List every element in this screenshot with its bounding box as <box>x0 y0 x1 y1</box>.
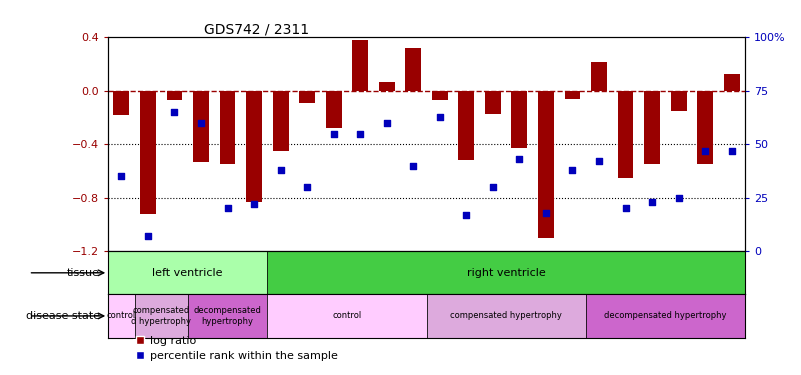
Point <box>354 130 367 136</box>
Text: disease state: disease state <box>26 311 100 321</box>
Bar <box>219 91 235 164</box>
Point <box>380 120 393 126</box>
Point <box>300 184 313 190</box>
Text: right ventricle: right ventricle <box>467 268 545 278</box>
Bar <box>140 91 156 214</box>
Text: left ventricle: left ventricle <box>152 268 223 278</box>
Bar <box>272 91 288 151</box>
Point <box>115 173 128 179</box>
Bar <box>591 62 607 91</box>
Bar <box>565 91 581 99</box>
Bar <box>326 91 342 128</box>
Text: decompensated
hypertrophy: decompensated hypertrophy <box>194 306 261 326</box>
Point <box>248 201 260 207</box>
Point <box>593 159 606 165</box>
Bar <box>268 251 745 294</box>
Point <box>698 148 711 154</box>
Text: compensated hypertrophy: compensated hypertrophy <box>450 311 562 320</box>
Text: control: control <box>332 311 361 320</box>
Legend: log ratio, percentile rank within the sample: log ratio, percentile rank within the sa… <box>130 331 342 366</box>
Point <box>142 233 155 239</box>
Bar <box>670 91 686 111</box>
Bar <box>511 91 527 148</box>
Bar <box>723 74 739 91</box>
Bar <box>379 82 395 91</box>
Point <box>513 156 525 162</box>
Bar <box>167 91 183 100</box>
Text: GDS742 / 2311: GDS742 / 2311 <box>203 22 308 36</box>
Bar <box>135 294 187 338</box>
Point <box>566 167 579 173</box>
Bar <box>485 91 501 114</box>
Bar <box>352 40 368 91</box>
Bar <box>458 91 474 160</box>
Point <box>672 195 685 201</box>
Point <box>433 114 446 120</box>
Bar <box>114 91 130 115</box>
Point <box>725 148 738 154</box>
Point <box>486 184 499 190</box>
Text: control: control <box>107 311 136 320</box>
Bar <box>405 48 421 91</box>
Bar <box>108 294 135 338</box>
Bar <box>426 294 586 338</box>
Point <box>195 120 207 126</box>
Point <box>460 212 473 218</box>
Bar <box>108 251 268 294</box>
Point <box>646 199 658 205</box>
Text: tissue: tissue <box>67 268 100 278</box>
Bar <box>586 294 745 338</box>
Bar <box>618 91 634 178</box>
Bar <box>268 294 427 338</box>
Bar <box>644 91 660 164</box>
Bar <box>432 91 448 100</box>
Point <box>221 206 234 212</box>
Point <box>274 167 287 173</box>
Point <box>540 210 553 216</box>
Bar <box>697 91 713 164</box>
Point <box>619 206 632 212</box>
Bar <box>246 91 262 202</box>
Text: decompensated hypertrophy: decompensated hypertrophy <box>604 311 727 320</box>
Bar <box>187 294 268 338</box>
Text: compensated
d hypertrophy: compensated d hypertrophy <box>131 306 191 326</box>
Point <box>407 163 420 169</box>
Bar <box>538 91 553 238</box>
Bar <box>300 91 315 103</box>
Point <box>328 130 340 136</box>
Bar <box>193 91 209 162</box>
Point <box>168 109 181 115</box>
